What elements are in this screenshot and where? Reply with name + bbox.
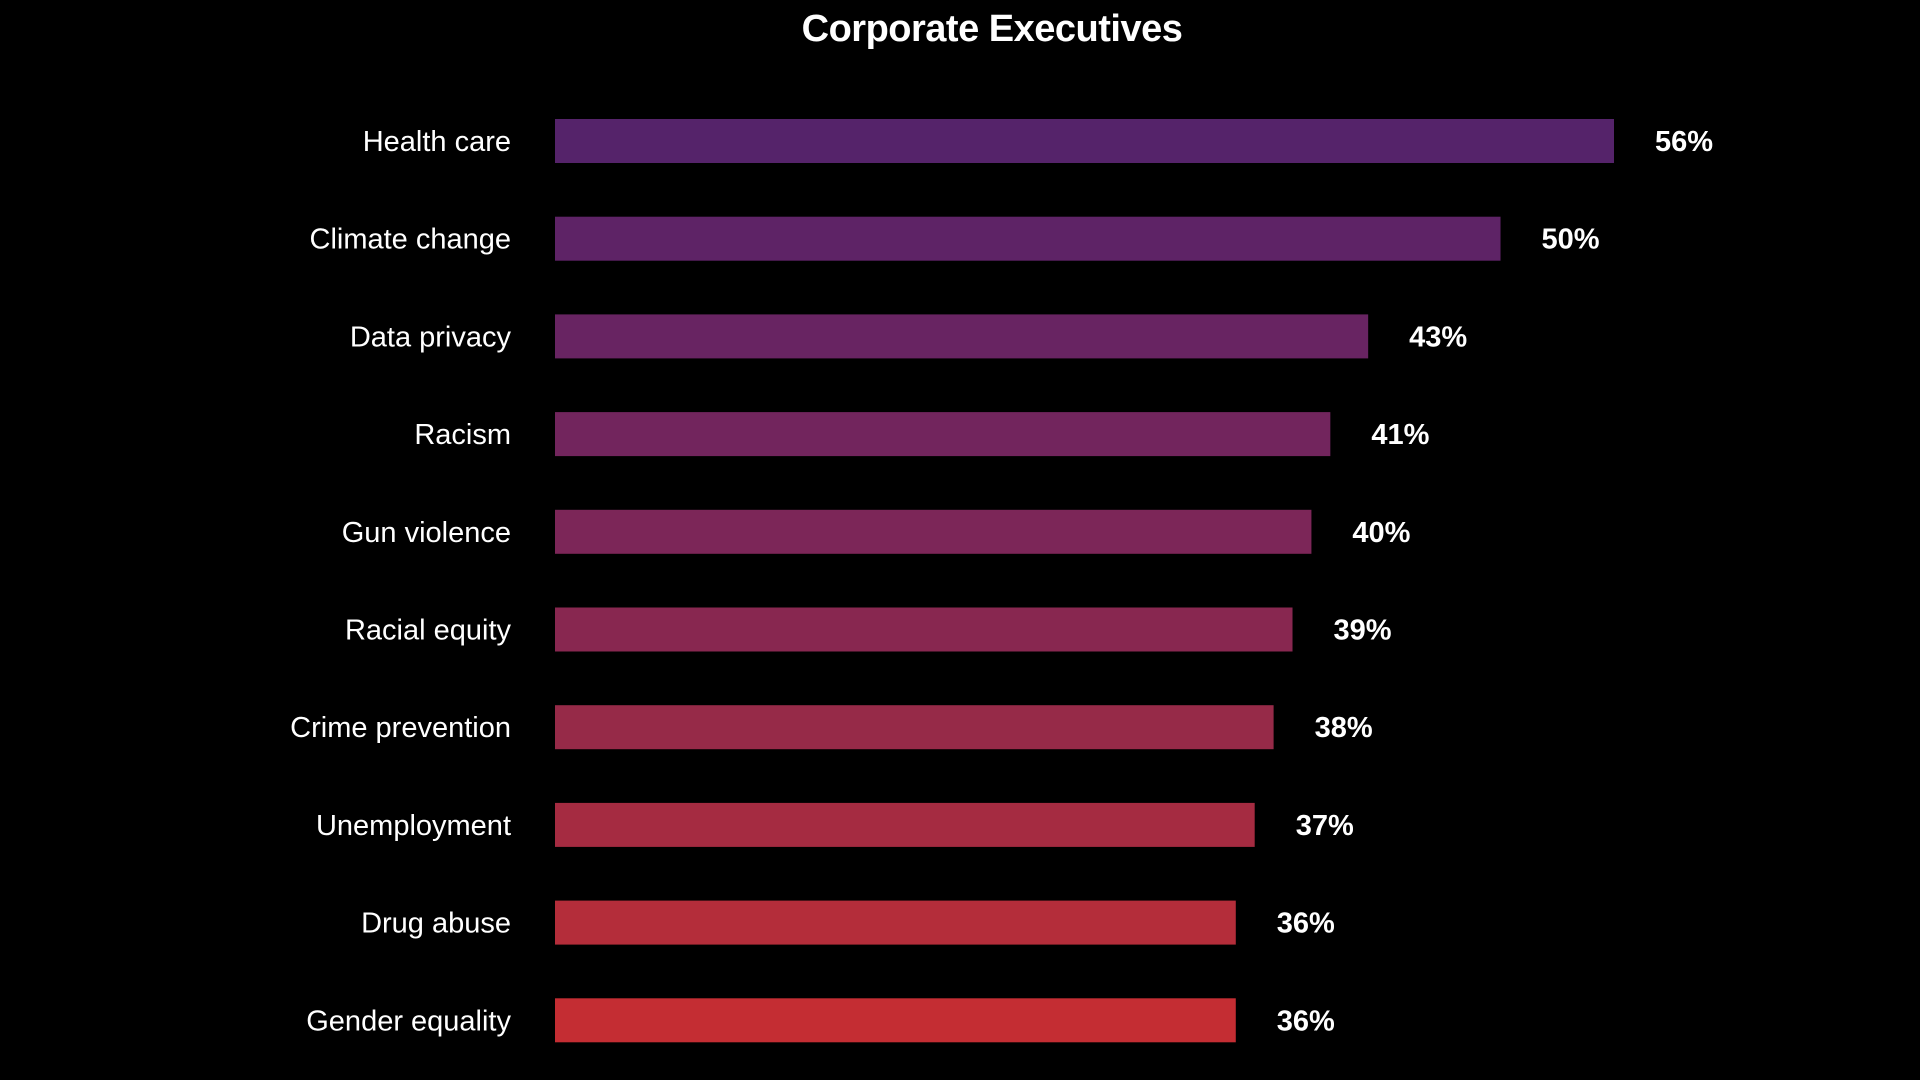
- category-label: Gender equality: [306, 1005, 511, 1037]
- value-label: 37%: [1296, 810, 1354, 842]
- value-label: 56%: [1655, 126, 1713, 158]
- bar: [555, 314, 1369, 359]
- bar: [555, 705, 1274, 750]
- bar: [555, 900, 1236, 945]
- category-label: Racial equity: [345, 615, 512, 647]
- category-label: Unemployment: [316, 810, 511, 842]
- value-label: 36%: [1277, 908, 1335, 940]
- category-label: Racism: [414, 419, 511, 451]
- bar: [555, 119, 1614, 163]
- bar: [555, 802, 1255, 847]
- category-label: Climate change: [310, 224, 512, 256]
- bar: [555, 998, 1236, 1043]
- category-label: Health care: [363, 126, 511, 158]
- bar: [555, 607, 1293, 652]
- category-label: Data privacy: [350, 321, 512, 353]
- value-label: 43%: [1409, 321, 1467, 353]
- value-label: 39%: [1334, 615, 1392, 647]
- bar: [555, 509, 1312, 554]
- category-label: Gun violence: [342, 517, 511, 549]
- category-label: Drug abuse: [361, 908, 511, 940]
- chart-title: Corporate Executives: [801, 8, 1183, 50]
- value-label: 41%: [1371, 419, 1429, 451]
- bar: [555, 216, 1501, 261]
- value-label: 38%: [1315, 712, 1373, 744]
- value-label: 50%: [1542, 224, 1600, 256]
- value-label: 40%: [1352, 517, 1410, 549]
- value-label: 36%: [1277, 1005, 1335, 1037]
- bar: [555, 412, 1331, 457]
- category-label: Crime prevention: [290, 712, 511, 744]
